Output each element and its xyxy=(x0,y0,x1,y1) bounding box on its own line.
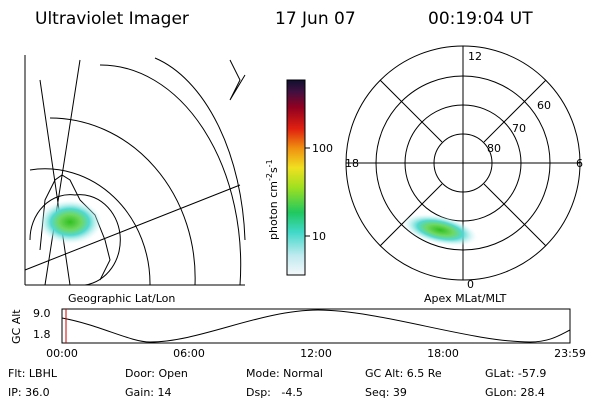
x-tick-label: 18:00 xyxy=(427,347,459,360)
status-field: Flt: LBHL xyxy=(8,367,58,380)
altitude-panel xyxy=(61,308,571,344)
status-field: GLon: 28.4 xyxy=(485,386,545,399)
x-tick-label: 23:59 xyxy=(554,347,586,360)
status-field: Seq: 39 xyxy=(365,386,407,399)
y-tick-label: 1.8 xyxy=(33,328,51,341)
status-field: Gain: 14 xyxy=(125,386,172,399)
footer: Flt: LBHL Door: Open Mode: Normal GC Alt: 6… xyxy=(8,367,546,399)
polar-caption: Apex MLat/MLT xyxy=(424,292,507,305)
status-field: Dsp: -4.5 xyxy=(246,386,303,399)
geographic-map xyxy=(24,55,246,286)
status-field: Door: Open xyxy=(125,367,188,380)
mlat-label: 60 xyxy=(537,99,551,112)
altitude-curve xyxy=(61,309,571,343)
title: Ultraviolet Imager xyxy=(35,9,189,29)
polar-plot xyxy=(345,45,581,281)
time: 00:19:04 UT xyxy=(428,9,533,29)
exponent: -1 xyxy=(265,159,274,167)
x-tick-label: 12:00 xyxy=(300,347,332,360)
mlat-label: 70 xyxy=(512,122,526,135)
mlt-label: 0 xyxy=(467,278,474,291)
x-tick-label: 00:00 xyxy=(46,347,78,360)
status-field: IP: 36.0 xyxy=(8,386,50,399)
unit: s xyxy=(267,167,280,173)
exponent: -2 xyxy=(265,173,274,181)
mlat-label: 80 xyxy=(487,142,501,155)
unit: photon cm xyxy=(267,181,280,240)
status-field: GC Alt: 6.5 Re xyxy=(365,367,442,380)
y-tick-label: 9.0 xyxy=(33,307,51,320)
colorbar xyxy=(286,79,306,276)
mlt-label: 18 xyxy=(345,157,359,170)
altitude-axis-label: GC Alt xyxy=(10,309,23,344)
mlt-label: 6 xyxy=(576,157,583,170)
mlt-label: 12 xyxy=(468,50,482,63)
colorbar-tick-label: 10 xyxy=(312,230,326,243)
map-caption: Geographic Lat/Lon xyxy=(68,292,175,305)
colorbar-tick-label: 100 xyxy=(312,142,333,155)
status-field: GLat: -57.9 xyxy=(485,367,546,380)
status-field: Mode: Normal xyxy=(246,367,323,380)
time-axis: 00:00 06:00 12:00 18:00 23:59 xyxy=(46,347,586,360)
x-tick-label: 06:00 xyxy=(173,347,205,360)
colorbar-label: photon cm-2s-1 xyxy=(265,159,280,240)
date: 17 Jun 07 xyxy=(275,9,356,29)
